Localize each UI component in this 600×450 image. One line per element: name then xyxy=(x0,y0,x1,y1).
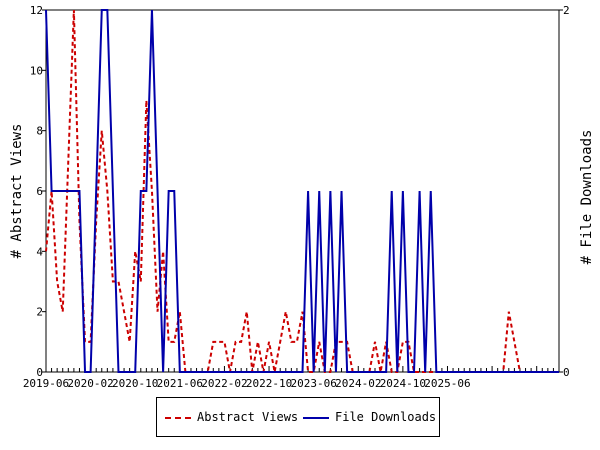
legend-label-abstract-views: Abstract Views xyxy=(197,410,299,424)
x-tick-label: 2025-06 xyxy=(424,377,470,390)
x-tick-label: 2024-10 xyxy=(380,377,426,390)
y-tick-label-left: 12 xyxy=(30,4,43,17)
x-tick-label: 2019-06 xyxy=(23,377,69,390)
y-tick-label-left: 2 xyxy=(36,306,43,319)
y-axis-title-left: # Abstract Views xyxy=(9,124,25,259)
x-tick-label: 2022-02 xyxy=(201,377,247,390)
x-tick-label: 2022-10 xyxy=(246,377,292,390)
x-tick-label: 2020-02 xyxy=(67,377,113,390)
x-tick-label: 2020-10 xyxy=(112,377,158,390)
y-axis-left: 0 2 4 6 8 10 12 xyxy=(30,4,46,379)
y-tick-label-left: 6 xyxy=(36,185,43,198)
legend-label-file-downloads: File Downloads xyxy=(335,410,437,424)
series-line-file-downloads xyxy=(45,9,559,373)
y-tick-label-right: 0 xyxy=(563,366,570,379)
legend-item-abstract-views: Abstract Views xyxy=(165,410,298,424)
series-layer xyxy=(45,9,559,373)
legend-swatch-abstract-views xyxy=(165,416,191,419)
y-tick-label-right: 2 xyxy=(563,4,570,17)
y-tick-label-left: 10 xyxy=(30,64,43,77)
y-tick-label-left: 4 xyxy=(36,245,43,258)
legend: Abstract Views File Downloads xyxy=(156,397,440,437)
y-axis-right: 02 xyxy=(559,4,570,379)
legend-item-file-downloads: File Downloads xyxy=(303,410,436,424)
y-axis-title-right: # File Downloads xyxy=(579,130,595,265)
x-tick-label: 2021-06 xyxy=(157,377,203,390)
x-tick-label: 2024-02 xyxy=(335,377,381,390)
y-tick-label-left: 0 xyxy=(36,366,43,379)
x-tick-label: 2023-06 xyxy=(290,377,336,390)
y-tick-label-left: 8 xyxy=(36,125,43,138)
legend-swatch-file-downloads xyxy=(303,416,329,419)
x-axis: 2019-062020-022020-102021-062022-022022-… xyxy=(23,366,560,390)
